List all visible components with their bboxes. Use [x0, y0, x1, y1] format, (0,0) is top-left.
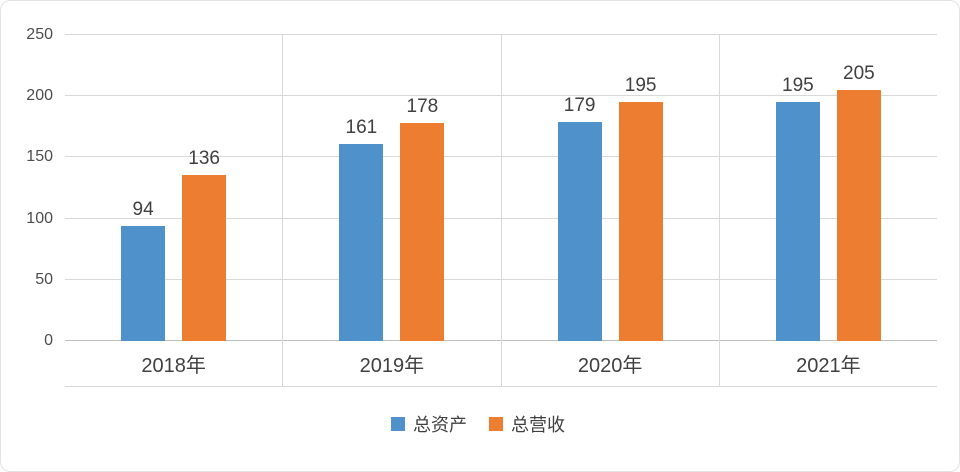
bar-group: 195 205 [718, 35, 937, 341]
bar-column: 195 [618, 35, 663, 341]
x-axis: 2018年 2019年 2020年 2021年 [65, 341, 937, 387]
y-tick-label: 50 [35, 270, 53, 288]
bar-series-2 [182, 174, 227, 341]
legend-label: 总资产 [413, 415, 467, 435]
legend-item: 总资产 [391, 411, 467, 437]
bar-column: 195 [775, 35, 820, 341]
bar-series-1 [339, 143, 384, 341]
bar-group: 94 136 [65, 35, 282, 341]
x-tick-label: 2018年 [141, 355, 206, 377]
bar-column: 179 [557, 35, 602, 341]
bar-series-1 [121, 225, 166, 341]
legend-swatch-icon [391, 417, 405, 431]
legend-item: 总营收 [489, 411, 565, 437]
bar-column: 94 [121, 35, 166, 341]
bar-column: 178 [400, 35, 445, 341]
y-tick-label: 250 [26, 26, 53, 43]
bar-column: 136 [182, 35, 227, 341]
bar-column: 205 [836, 35, 881, 341]
y-tick-label: 150 [26, 148, 53, 166]
bar-value-label: 94 [132, 199, 154, 221]
y-axis: 0 50 100 150 200 250 [19, 27, 65, 349]
bar-value-label: 179 [563, 95, 596, 117]
bar-value-label: 161 [345, 117, 378, 139]
legend: 总资产 总营收 [19, 387, 937, 461]
bar-groups: 94 136 161 178 179 195 195 205 [65, 35, 937, 341]
bar-group: 179 195 [500, 35, 719, 341]
x-tick-label: 2020年 [500, 341, 719, 386]
bar-series-2 [400, 123, 445, 341]
plot-area: 94 136 161 178 179 195 195 205 [65, 34, 937, 341]
bar-value-label: 178 [406, 96, 439, 118]
bar-series-1 [557, 121, 602, 341]
bar-group: 161 178 [282, 35, 500, 341]
plot-row: 0 50 100 150 200 250 94 136 161 178 179 195 195 205 [19, 27, 937, 349]
bar-column: 161 [339, 35, 384, 341]
legend-swatch-icon [489, 417, 503, 431]
legend-label: 总营收 [511, 415, 565, 435]
bar-value-label: 136 [188, 147, 220, 169]
gridline [65, 34, 937, 35]
x-tick-label: 2019年 [282, 341, 500, 386]
bar-series-1 [775, 102, 820, 341]
y-tick-label: 0 [44, 332, 53, 349]
bar-series-2 [836, 90, 881, 341]
bar-value-label: 205 [843, 63, 875, 85]
y-tick-label: 200 [26, 87, 53, 105]
bar-value-label: 195 [782, 75, 814, 97]
bar-series-2 [618, 102, 663, 341]
y-tick-label: 100 [26, 209, 53, 227]
x-tick-label: 2021年 [718, 341, 937, 386]
bar-value-label: 195 [624, 75, 657, 97]
